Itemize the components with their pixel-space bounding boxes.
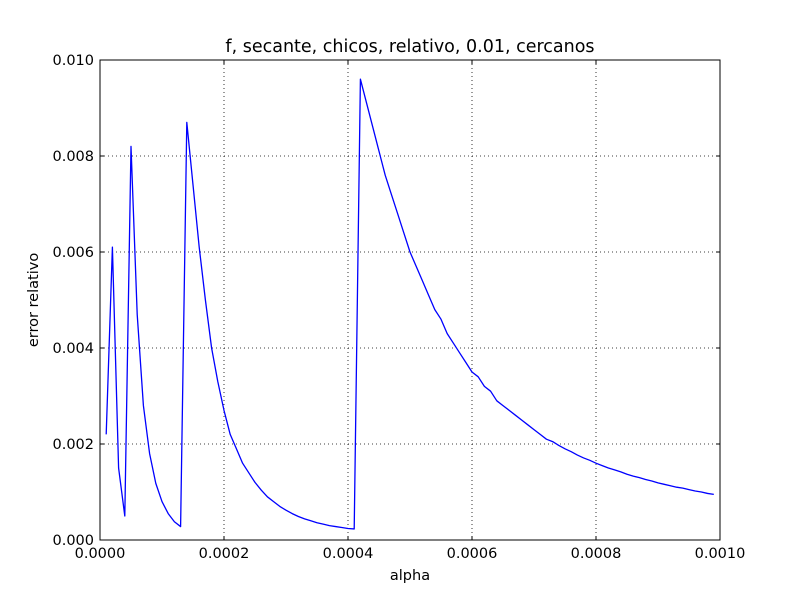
y-tick-label: 0.002 <box>52 437 94 453</box>
y-tick-label: 0.006 <box>52 245 94 261</box>
series-group <box>105 78 714 530</box>
y-tick-label: 0.008 <box>52 149 94 165</box>
ticks: 0.0000 0.0002 0.0004 0.0006 0.0008 0.0010 0.00… <box>52 53 745 562</box>
x-tick-label: 0.0000 <box>75 546 126 562</box>
y-tick-label: 0.010 <box>52 53 94 69</box>
plot-frame <box>99 59 721 541</box>
y-tick-label: 0.000 <box>52 533 94 549</box>
x-tick-label: 0.0004 <box>323 546 374 562</box>
chart-title: f, secante, chicos, relativo, 0.01, cerc… <box>225 37 594 57</box>
y-axis-label: error relativo <box>26 253 42 347</box>
x-tick-label: 0.0008 <box>571 546 622 562</box>
x-axis-label: alpha <box>390 568 430 584</box>
y-tick-label: 0.004 <box>52 341 94 357</box>
series-line <box>105 78 714 530</box>
grid <box>100 60 720 540</box>
x-tick-label: 0.0010 <box>695 546 746 562</box>
x-tick-label: 0.0002 <box>199 546 250 562</box>
x-tick-label: 0.0006 <box>447 546 498 562</box>
